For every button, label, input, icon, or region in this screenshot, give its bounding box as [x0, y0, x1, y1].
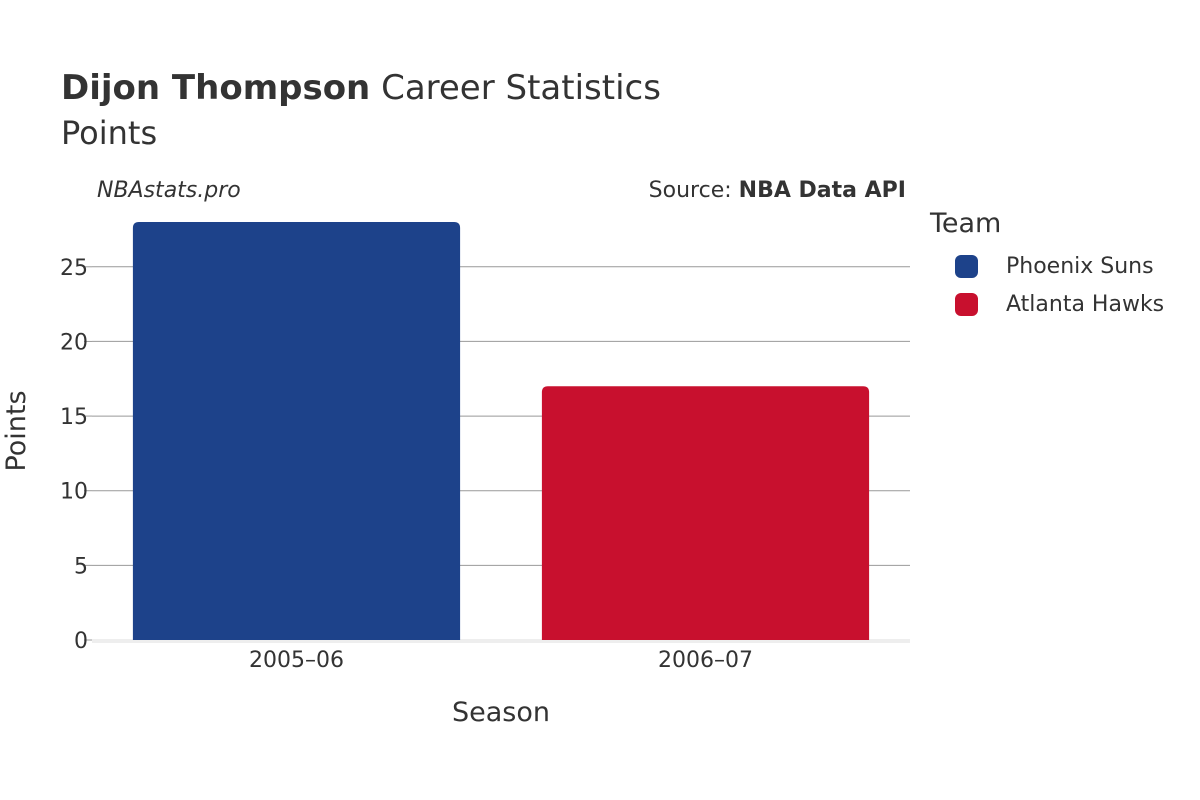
- x-axis-title: Season: [452, 697, 550, 728]
- y-axis-title: Points: [1, 390, 32, 471]
- legend-swatch-phoenix-suns: [955, 254, 978, 278]
- y-tick-label: 20: [60, 330, 88, 355]
- legend-label: Atlanta Hawks: [1006, 291, 1165, 317]
- y-tick-label: 25: [60, 256, 88, 281]
- legend-title: Team: [930, 208, 1002, 239]
- bar-atlanta-hawks: [541, 386, 870, 640]
- chart-title: Dijon Thompson Career Statistics: [61, 68, 661, 108]
- y-tick-label: 5: [74, 554, 88, 579]
- bar-phoenix-suns: [132, 222, 461, 640]
- y-tick-label: 10: [60, 480, 88, 505]
- x-tick-label: 2005–06: [249, 648, 344, 673]
- source-label: Source: NBA Data API: [649, 178, 906, 203]
- source-name: NBA Data API: [738, 178, 906, 203]
- source-prefix: Source:: [648, 178, 732, 203]
- y-tick-label: 0: [74, 629, 88, 654]
- chart-subtitle: Points: [61, 114, 158, 152]
- brand-label: NBAstats.pro: [97, 178, 241, 203]
- x-tick-label: 2006–07: [658, 648, 753, 673]
- title-suffix: Career Statistics: [381, 68, 661, 108]
- legend-label: Phoenix Suns: [1006, 253, 1154, 279]
- legend-item-atlanta-hawks[interactable]: Atlanta Hawks: [955, 291, 1165, 317]
- legend-item-phoenix-suns[interactable]: Phoenix Suns: [955, 253, 1154, 279]
- y-tick-label: 15: [60, 405, 88, 430]
- player-name: Dijon Thompson: [61, 68, 371, 108]
- legend-swatch-atlanta-hawks: [955, 292, 978, 316]
